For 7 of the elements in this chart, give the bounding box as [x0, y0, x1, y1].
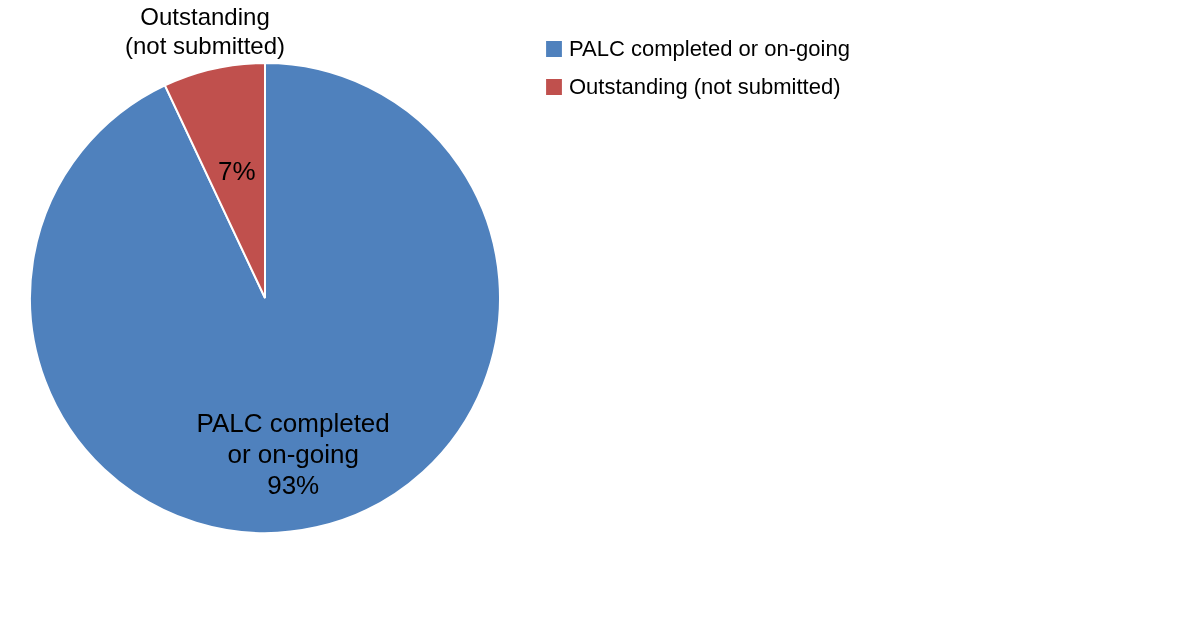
slice-label: PALC completed or on-going [196, 408, 390, 470]
legend-label: Outstanding (not submitted) [569, 74, 841, 99]
legend-label: PALC completed or on-going [569, 36, 850, 61]
data-label: 7% [218, 155, 256, 186]
slice-label: Outstanding (not submitted) [124, 2, 286, 59]
data-label: 93% [267, 470, 320, 501]
pie-slice [29, 62, 501, 534]
